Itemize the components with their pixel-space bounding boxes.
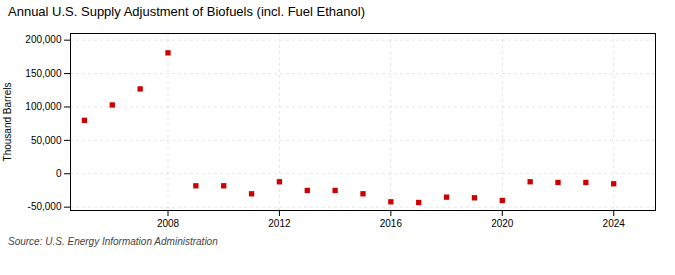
svg-text:Thousand Barrels: Thousand Barrels (2, 83, 13, 162)
svg-text:200,000: 200,000 (25, 34, 62, 45)
svg-text:2020: 2020 (491, 218, 514, 229)
svg-text:50,000: 50,000 (31, 135, 62, 146)
svg-text:150,000: 150,000 (25, 68, 62, 79)
html-text:Source: U.S. Energy Informatio: Source: U.S. Energy Information Administ… (8, 236, 218, 247)
svg-text:2024: 2024 (603, 218, 626, 229)
svg-text:100,000: 100,000 (25, 101, 62, 112)
svg-text:-50,000: -50,000 (28, 201, 62, 212)
svg-text:2008: 2008 (157, 218, 180, 229)
svg-text:2016: 2016 (380, 218, 403, 229)
svg-text:2012: 2012 (268, 218, 291, 229)
svg-text:0: 0 (56, 168, 62, 179)
html-text:Annual U.S. Supply Adjustment: Annual U.S. Supply Adjustment of Biofuel… (8, 4, 365, 19)
